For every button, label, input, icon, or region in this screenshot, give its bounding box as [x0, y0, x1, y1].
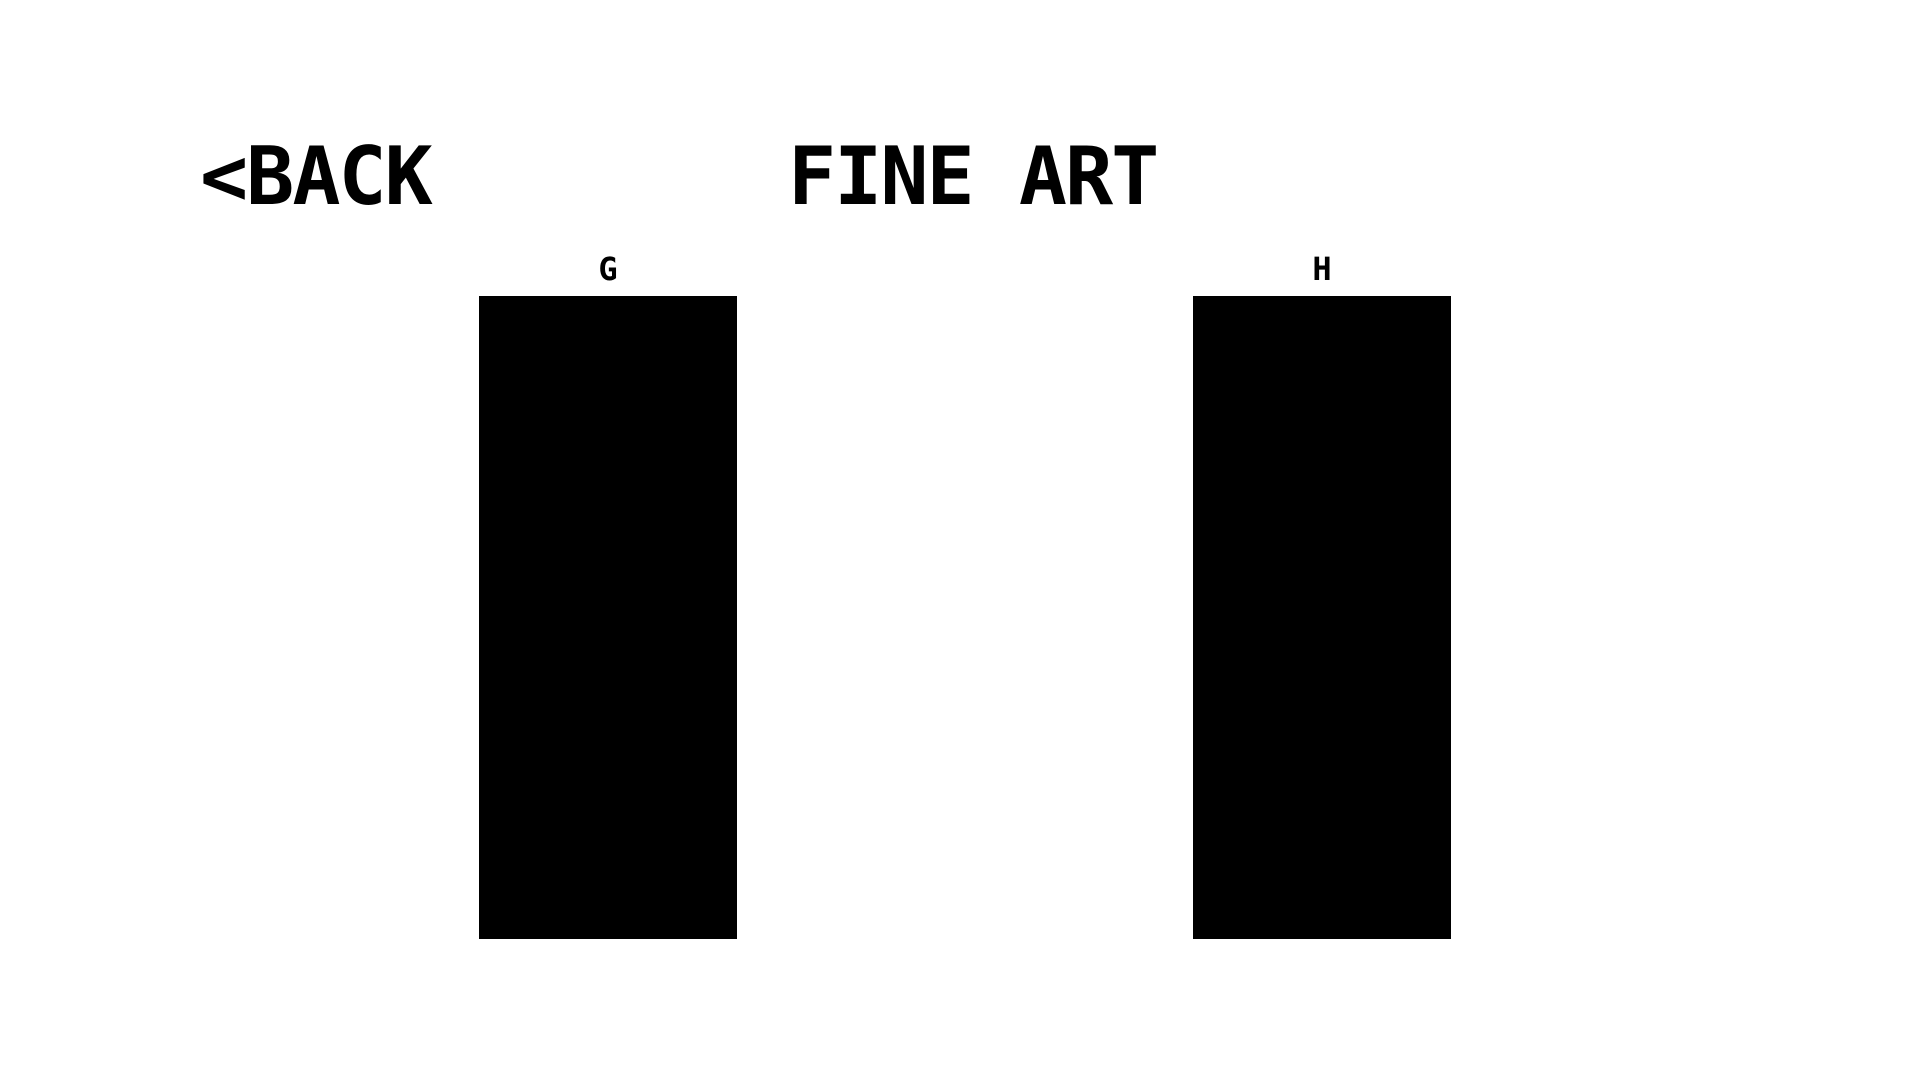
- gallery-item-label: G: [598, 250, 618, 288]
- gallery-item-image[interactable]: [479, 296, 737, 939]
- gallery-item-g[interactable]: G: [479, 253, 737, 939]
- gallery-item-h[interactable]: H: [1193, 253, 1451, 939]
- back-link[interactable]: <BACK: [200, 130, 433, 223]
- page-title: FINE ART: [788, 130, 1159, 223]
- gallery-item-label: H: [1312, 250, 1332, 288]
- gallery-item-image[interactable]: [1193, 296, 1451, 939]
